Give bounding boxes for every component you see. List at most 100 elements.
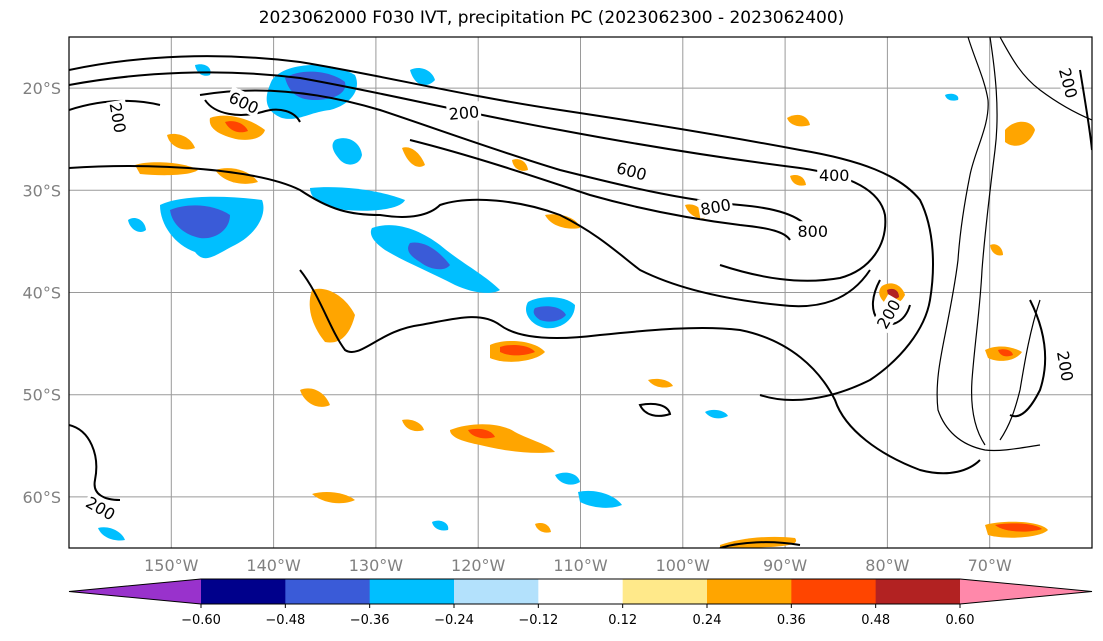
contour-label-bg — [106, 99, 131, 137]
ivt-contour-200 — [719, 541, 801, 548]
ivt-contour-200 — [1079, 69, 1092, 151]
pos-region — [990, 244, 1003, 256]
contour-label-text: 200 — [1053, 349, 1077, 382]
colorbar-segment — [538, 579, 624, 604]
ivt-contour-400 — [69, 71, 887, 282]
pos-region-core — [225, 121, 248, 133]
pos-region-core — [995, 523, 1042, 532]
contour-label-text: 400 — [819, 166, 850, 185]
colorbar — [68, 578, 1093, 605]
colorbar-tick-label: −0.24 — [434, 613, 474, 628]
lon-tick-label: 130°W — [349, 556, 404, 575]
chart-title: 2023062000 F030 IVT, precipitation PC (2… — [258, 8, 845, 28]
contour-label-text: 800 — [699, 195, 732, 219]
ivt-contour-200 — [1009, 299, 1047, 418]
ivt-contour-200 — [69, 55, 934, 401]
lon-tick-label: 110°W — [553, 556, 608, 575]
neg-region-core — [533, 306, 566, 322]
contour-label-bg — [446, 101, 482, 124]
contour-label-bg — [81, 490, 121, 525]
neg-region — [332, 138, 362, 165]
contour-label: 800 — [697, 193, 734, 219]
pos-region — [309, 288, 355, 343]
lat-tick-label: 60°S — [22, 488, 61, 507]
contour-label-bg — [697, 193, 734, 219]
contour-label-bg — [795, 221, 830, 241]
colorbar-tick-label: −0.60 — [181, 613, 221, 628]
contour-label: 800 — [795, 221, 830, 241]
pos-region — [167, 133, 195, 150]
andes-border — [970, 37, 998, 446]
contour-label-bg — [1055, 63, 1083, 102]
contour-label: 200 — [1055, 63, 1083, 102]
contour-label: 200 — [1053, 347, 1079, 385]
contour-label-bg — [871, 294, 905, 334]
colorbar-extend-low — [69, 579, 201, 604]
contour-label: 400 — [817, 164, 852, 185]
lat-tick-label: 30°S — [22, 181, 61, 200]
neg-region — [432, 520, 449, 531]
pos-region — [648, 378, 673, 388]
colorbar-segment — [791, 579, 877, 604]
colorbar-segment — [369, 579, 455, 604]
contour-label-bg — [817, 164, 852, 184]
pos-region — [512, 159, 528, 171]
contour-label: 600 — [612, 156, 651, 184]
colorbar-tick-label: 0.48 — [861, 613, 890, 628]
neg-region — [98, 527, 125, 541]
lon-tick-label: 150°W — [144, 556, 199, 575]
neg-region — [195, 64, 211, 76]
colorbar-segment — [285, 579, 371, 604]
precip-pc-shading — [98, 64, 1048, 548]
neg-region — [128, 218, 146, 232]
colorbar-tick-label: −0.36 — [350, 613, 390, 628]
colorbar-tick-label: −0.12 — [518, 613, 558, 628]
contour-label-text: 600 — [614, 158, 648, 184]
contour-label-bg — [224, 86, 264, 118]
lon-tick-label: 120°W — [451, 556, 506, 575]
neg-region-core — [408, 242, 450, 270]
lon-tick-label: 140°W — [246, 556, 301, 575]
pos-region — [1005, 121, 1035, 146]
map-frame — [68, 36, 1093, 549]
pos-region — [402, 419, 424, 432]
colorbar-extend-high — [960, 579, 1092, 604]
colorbar-tick-label: 0.36 — [777, 613, 806, 628]
lat-tick-label: 40°S — [22, 284, 61, 303]
ivt-contour-200 — [299, 269, 981, 475]
lon-tick-label: 100°W — [656, 556, 711, 575]
contour-label-bg — [1053, 347, 1079, 385]
colorbar-segment — [875, 579, 961, 604]
ivt-contour-600 — [204, 99, 301, 123]
neg-region — [578, 490, 622, 508]
pos-region — [300, 388, 330, 407]
ivt-contour-800 — [409, 139, 791, 241]
coastline — [936, 37, 1092, 452]
neg-region — [310, 187, 405, 211]
latitude-ticks: 20°S 30°S 40°S 50°S 60°S — [22, 79, 61, 507]
colorbar-tick-label: 0.24 — [693, 613, 722, 628]
pos-region-core — [998, 349, 1013, 357]
pos-region — [535, 522, 551, 533]
longitude-ticks: 150°W 140°W 130°W 120°W 110°W 100°W 90°W 80°W 70… — [144, 556, 1012, 575]
contour-label-text: 200 — [448, 102, 480, 124]
neg-region-core — [170, 205, 230, 239]
lat-tick-label: 50°S — [22, 386, 61, 405]
contour-label: 200 — [106, 99, 131, 137]
neg-region — [555, 472, 580, 485]
patagonia-coast — [999, 299, 1041, 441]
ivt-contour-200 — [638, 402, 672, 417]
lon-tick-label: 90°W — [763, 556, 807, 575]
pos-region-core — [468, 428, 495, 439]
pos-region — [402, 147, 425, 167]
contour-label: 200 — [446, 101, 482, 124]
contour-label-text: 800 — [797, 222, 828, 241]
colorbar-segment — [201, 579, 286, 604]
ivt-contour-600 — [199, 89, 811, 231]
pos-region — [450, 424, 555, 453]
colorbar-tick-label: −0.48 — [265, 613, 305, 628]
south-america-east-coast — [999, 37, 1092, 121]
lon-tick-label: 80°W — [865, 556, 909, 575]
contour-label-text: 200 — [1055, 66, 1081, 100]
